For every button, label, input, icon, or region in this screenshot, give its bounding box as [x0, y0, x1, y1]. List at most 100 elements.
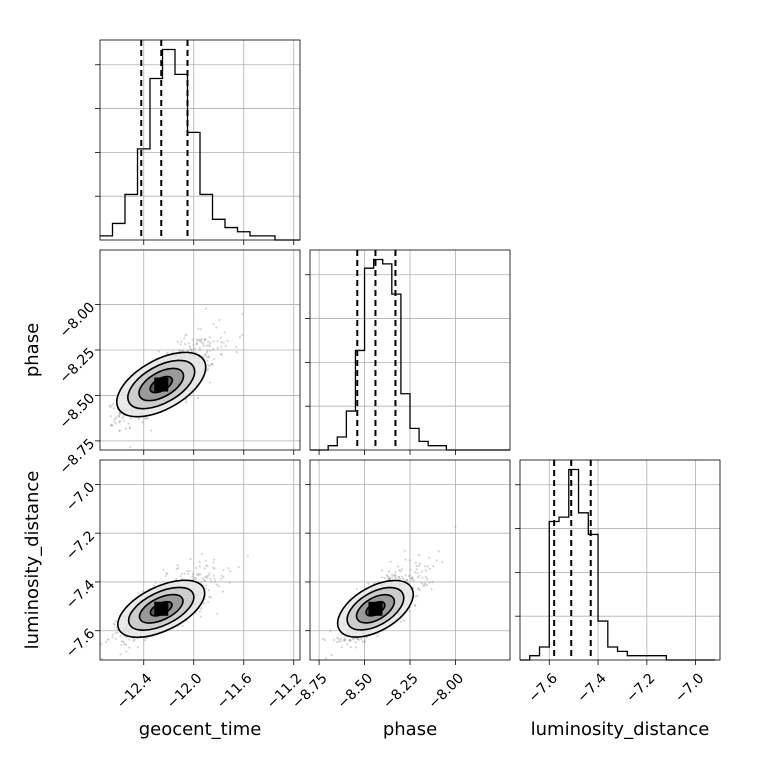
scatter-point	[118, 429, 121, 433]
scatter-point	[118, 429, 121, 432]
scatter-point	[217, 585, 220, 588]
scatter-point	[204, 307, 207, 310]
scatter-point	[194, 577, 197, 581]
x-tick-label: −11.6	[214, 670, 256, 712]
scatter-point	[418, 574, 421, 577]
scatter-point	[228, 581, 231, 584]
scatter-point	[392, 573, 396, 577]
scatter-point	[194, 612, 197, 615]
y-axis-title-phase: phase	[22, 323, 43, 377]
scatter-point	[220, 574, 224, 577]
scatter-point	[189, 557, 192, 561]
scatter-point	[338, 640, 341, 643]
scatter-point	[141, 421, 144, 424]
scatter-point	[143, 417, 146, 420]
scatter-point	[203, 339, 206, 342]
scatter-point	[411, 576, 414, 579]
scatter-point	[207, 340, 210, 343]
scatter-point	[330, 653, 333, 657]
scatter-point	[112, 407, 115, 410]
scatter-point	[203, 579, 206, 583]
scatter-point	[195, 339, 199, 342]
scatter-point	[162, 568, 165, 571]
contour-line	[138, 593, 184, 624]
scatter-point	[208, 572, 211, 575]
scatter-point	[394, 571, 397, 574]
y-tick-label: −7.6	[63, 626, 98, 661]
y-tick-label: −7.2	[63, 528, 98, 563]
scatter-point	[432, 565, 435, 568]
scatter-point	[210, 580, 213, 583]
scatter-point	[203, 578, 206, 581]
scatter-point	[397, 565, 400, 568]
scatter-point	[418, 564, 421, 567]
scatter-point	[118, 420, 122, 423]
scatter-point	[107, 638, 110, 641]
scatter-point	[416, 594, 419, 598]
x-tick-label: −8.50	[335, 670, 377, 712]
scatter-point	[195, 342, 199, 345]
x-tick-label: −12.4	[114, 670, 156, 712]
scatter-point	[201, 577, 204, 580]
scatter-point	[220, 577, 223, 581]
scatter-point	[399, 620, 402, 624]
scatter-point	[114, 422, 117, 425]
scatter-point	[216, 340, 219, 343]
scatter-point	[417, 587, 420, 591]
scatter-point	[208, 365, 211, 368]
scatter-point	[367, 582, 370, 585]
scatter-point	[106, 638, 109, 641]
x-tick-label: −7.4	[574, 670, 609, 705]
scatter-point	[402, 577, 405, 580]
scatter-point	[246, 554, 249, 557]
scatter-point	[79, 430, 81, 432]
scatter-point	[220, 345, 223, 348]
scatter-point	[220, 353, 224, 356]
scatter-point	[206, 565, 209, 568]
scatter-point	[157, 350, 160, 353]
scatter-point	[224, 345, 227, 348]
scatter-point	[166, 572, 169, 576]
scatter-point	[128, 646, 131, 649]
scatter-point	[221, 590, 225, 593]
scatter-point	[190, 348, 194, 352]
x-tick-label: −8.25	[380, 670, 422, 712]
scatter-point	[183, 337, 186, 340]
scatter-point	[194, 576, 197, 579]
scatter-point	[360, 637, 363, 640]
scatter-point	[354, 641, 357, 644]
density-peak	[154, 377, 169, 392]
scatter-point	[178, 349, 181, 352]
scatter-point	[363, 640, 366, 644]
scatter-point	[197, 327, 200, 330]
scatter-point	[98, 640, 100, 642]
scatter-point	[114, 416, 118, 419]
scatter-point	[387, 570, 391, 573]
scatter-point	[119, 653, 122, 656]
scatter-point	[117, 415, 120, 418]
scatter-point	[116, 631, 119, 634]
contour-line	[127, 359, 196, 410]
scatter-point	[175, 567, 178, 571]
contour-line	[138, 367, 185, 402]
scatter-point	[129, 446, 132, 449]
x-tick-label: −8.00	[426, 670, 468, 712]
scatter-point	[426, 577, 429, 580]
scatter-point	[199, 573, 202, 576]
scatter-point	[212, 323, 215, 326]
scatter-point	[336, 641, 339, 644]
scatter-point	[418, 589, 421, 592]
scatter-point	[204, 575, 207, 579]
scatter-point	[346, 643, 349, 646]
scatter-point	[176, 564, 179, 567]
scatter-point	[340, 645, 343, 649]
y-tick-label: −8.00	[57, 300, 99, 342]
scatter-point	[409, 568, 412, 571]
scatter-point	[96, 663, 98, 665]
scatter-point	[128, 638, 131, 641]
scatter-point	[121, 416, 124, 420]
scatter-point	[122, 640, 125, 643]
scatter-point	[198, 346, 201, 350]
scatter-point	[388, 577, 391, 580]
scatter-point	[222, 575, 225, 579]
